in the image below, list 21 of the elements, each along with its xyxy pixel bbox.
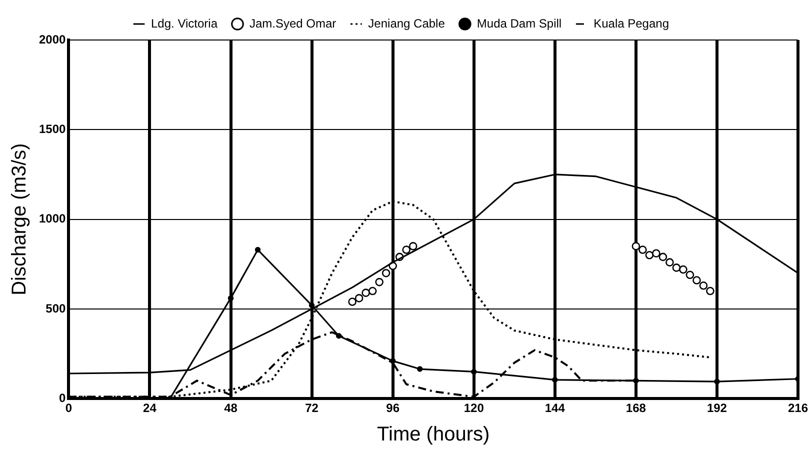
y-tick-label: 1000	[38, 212, 66, 226]
y-tick-label: 500	[46, 301, 66, 316]
y-tick-label: 0	[59, 390, 66, 405]
y-tick-label: 2000	[38, 32, 66, 46]
legend-label: Jam.Syed Omar	[249, 16, 336, 30]
x-tick-label: 96	[386, 401, 400, 416]
x-tick-label: 24	[143, 401, 157, 416]
x-tick-label: 192	[706, 401, 728, 416]
legend-label: Muda Dam Spill	[476, 16, 562, 30]
y-axis-title: Discharge (m3/s)	[8, 143, 31, 296]
x-tick-label: 216	[788, 401, 808, 416]
y-tick-label: 1500	[38, 122, 66, 136]
legend-label: Kuala Pegang	[594, 16, 670, 30]
x-tick-label: 120	[464, 401, 484, 416]
x-tick-label: 48	[224, 401, 238, 416]
legend-label: Ldg. Victoria	[151, 16, 218, 30]
x-axis-title: Time (hours)	[377, 424, 490, 446]
x-tick-label: 72	[305, 401, 319, 416]
legend-label: Jeniang Cable	[368, 16, 446, 30]
x-tick-label: 168	[626, 401, 646, 416]
x-tick-label: 144	[544, 401, 566, 416]
